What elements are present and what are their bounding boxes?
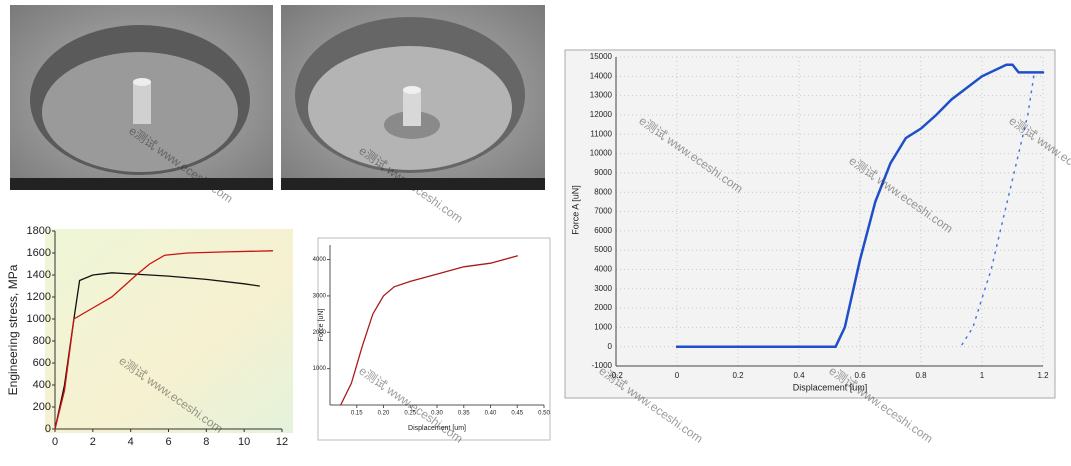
y-tick-label: 1800 xyxy=(27,225,51,237)
y-tick-label: 4000 xyxy=(594,265,612,274)
y-tick-label: 0 xyxy=(45,423,51,435)
x-tick-label: 0.45 xyxy=(511,411,523,417)
x-axis-label: Displacement [um] xyxy=(408,425,466,432)
y-tick-label: 600 xyxy=(33,357,51,369)
x-tick-label: 0.35 xyxy=(458,411,470,417)
y-tick-label: 15000 xyxy=(590,52,613,61)
y-tick-label: 9000 xyxy=(594,168,612,177)
y-tick-label: 4000 xyxy=(313,257,327,263)
y-tick-label: 5000 xyxy=(594,245,612,254)
x-tick-label: 12 xyxy=(276,436,288,448)
x-tick-label: 0.2 xyxy=(732,371,744,380)
x-tick-label: 0.30 xyxy=(431,411,443,417)
x-tick-label: 2 xyxy=(90,436,96,448)
data-line xyxy=(340,255,518,406)
x-tick-label: 10 xyxy=(238,436,250,448)
x-tick-label: -0.2 xyxy=(609,371,623,380)
y-tick-label: 800 xyxy=(33,335,51,347)
x-tick-label: 4 xyxy=(128,436,134,448)
y-tick-label: 1200 xyxy=(27,291,51,303)
y-tick-label: 6000 xyxy=(594,226,612,235)
y-tick-label: 3000 xyxy=(313,293,327,299)
data-line xyxy=(675,63,1045,348)
x-tick-label: 6 xyxy=(165,436,171,448)
y-tick-label: -1000 xyxy=(592,361,613,370)
y-tick-label: 1000 xyxy=(594,322,612,331)
data-line xyxy=(959,75,1035,348)
y-tick-label: 10000 xyxy=(590,149,613,158)
x-tick-label: 1 xyxy=(980,371,985,380)
y-tick-label: 1000 xyxy=(313,366,327,372)
y-axis-label: Force A [uN] xyxy=(570,185,580,235)
x-tick-label: 0.40 xyxy=(485,411,497,417)
x-tick-label: 0 xyxy=(52,436,58,448)
y-tick-label: 8000 xyxy=(594,187,612,196)
y-tick-label: 1000 xyxy=(27,313,51,325)
y-tick-label: 0 xyxy=(608,342,613,351)
x-tick-label: 8 xyxy=(203,436,209,448)
x-tick-label: 0.50 xyxy=(538,411,550,417)
y-tick-label: 11000 xyxy=(590,129,612,138)
sem-image xyxy=(10,5,273,190)
data-line xyxy=(54,250,274,430)
y-tick-label: 12000 xyxy=(590,110,613,119)
chart-frame xyxy=(564,49,1056,399)
y-tick-label: 3000 xyxy=(594,284,612,293)
y-tick-label: 2000 xyxy=(594,303,612,312)
x-tick-label: 1.2 xyxy=(1037,371,1049,380)
sem-image xyxy=(281,5,545,190)
x-axis-label: Displacement [um] xyxy=(793,382,868,392)
x-tick-label: 0 xyxy=(675,371,680,380)
y-axis-label: Force [uN] xyxy=(318,309,325,342)
y-tick-label: 2000 xyxy=(313,330,327,336)
x-tick-label: 0.15 xyxy=(351,411,363,417)
y-tick-label: 14000 xyxy=(590,71,613,80)
plot-background xyxy=(45,229,293,433)
x-tick-label: 0.8 xyxy=(915,371,927,380)
y-tick-label: 1400 xyxy=(27,269,51,281)
x-tick-label: 0.25 xyxy=(404,411,416,417)
y-tick-label: 200 xyxy=(33,401,51,413)
y-tick-label: 7000 xyxy=(594,207,612,216)
x-tick-label: 0.4 xyxy=(793,371,805,380)
y-axis-label: Engineering stress, MPa xyxy=(6,264,20,395)
x-tick-label: 0.20 xyxy=(378,411,390,417)
y-tick-label: 13000 xyxy=(590,91,613,100)
x-tick-label: 0.6 xyxy=(854,371,866,380)
y-tick-label: 1600 xyxy=(27,247,51,259)
y-tick-label: 400 xyxy=(33,379,51,391)
